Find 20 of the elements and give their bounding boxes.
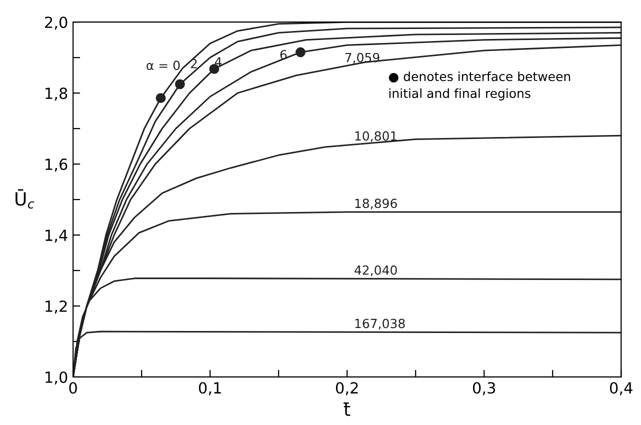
y-tick-label: 1,2 (46, 300, 67, 314)
series-label: 42,040 (354, 265, 397, 276)
series-label: 4 (214, 57, 222, 66)
annotation: ● denotes interface between initial and final regions (388, 72, 570, 100)
x-tick-label: 0 (69, 382, 77, 394)
y-tick-label: 2,0 (45, 16, 68, 30)
series-label: 10,801 (355, 131, 397, 142)
y-tick-label: 1,8 (46, 88, 68, 101)
x-tick-label: 0,1 (198, 382, 221, 396)
x-tick-label: 0,3 (472, 382, 496, 396)
x-axis-title: t̄ (344, 402, 350, 416)
x-tick-label: 0,4 (610, 382, 632, 396)
y-tick-label: 1,4 (46, 230, 68, 243)
x-tick-label: 0,2 (336, 382, 358, 396)
y-tick-label: 1,6 (46, 158, 68, 172)
series-label: 18,896 (355, 198, 397, 210)
y-tick-label: 1,0 (46, 371, 68, 385)
series-label: 167,038 (355, 318, 405, 330)
series-label: α = 0 (146, 60, 180, 70)
y-axis-title: Ū$_{c}$ (16, 189, 34, 209)
